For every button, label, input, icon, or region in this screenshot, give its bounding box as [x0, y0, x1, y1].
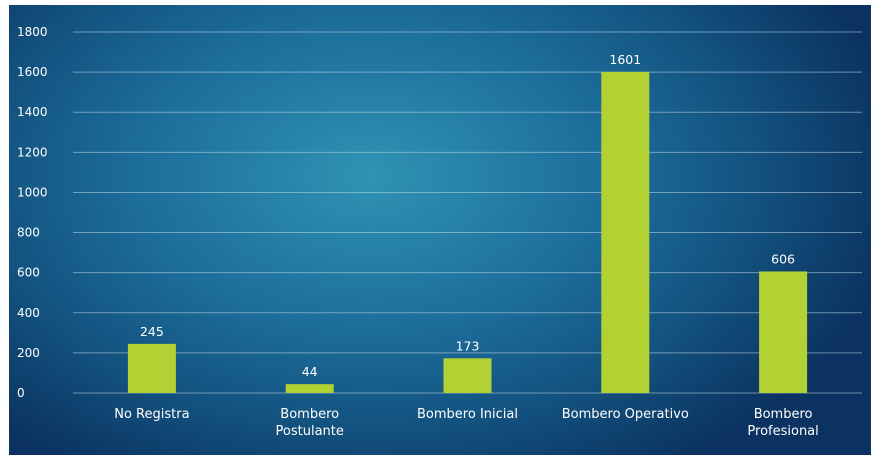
data-labels: 245 44 173 1601 606	[140, 52, 795, 379]
x-category-line: Profesional	[747, 424, 818, 439]
x-category-line: Bombero Operativo	[562, 407, 689, 422]
y-tick-label: 600	[17, 266, 40, 280]
x-category-label: Bombero Operativo	[562, 407, 689, 422]
bar	[443, 358, 492, 393]
data-label: 606	[771, 251, 795, 266]
x-category-line: No Registra	[114, 407, 189, 422]
x-category-line: Bombero	[280, 407, 339, 422]
y-tick-label: 1800	[17, 25, 48, 39]
y-tick-label: 1400	[17, 105, 48, 119]
bars	[127, 71, 808, 393]
x-category-label: No Registra	[114, 407, 189, 422]
data-label: 173	[456, 338, 480, 353]
x-category-label: Bombero Postulante	[276, 407, 344, 439]
gridlines	[73, 31, 862, 394]
bar-chart: 0 200 400 600 800 1000 1200 1400 1600 1800 245 44 1…	[17, 25, 862, 439]
y-tick-label: 1000	[17, 185, 48, 199]
data-label: 245	[140, 324, 164, 339]
bar	[285, 384, 334, 393]
y-tick-label: 1200	[17, 145, 48, 159]
x-category-label: Bombero Profesional	[747, 407, 818, 439]
bar	[601, 71, 650, 393]
y-tick-label: 1600	[17, 65, 48, 79]
y-axis-ticks: 0 200 400 600 800 1000 1200 1400 1600 1800	[17, 25, 48, 400]
y-tick-label: 200	[17, 346, 40, 360]
x-category-line: Bombero Inicial	[417, 407, 518, 422]
data-label: 44	[302, 364, 318, 379]
y-tick-label: 0	[17, 386, 25, 400]
chart-frame: 0 200 400 600 800 1000 1200 1400 1600 1800 245 44 1…	[9, 5, 871, 455]
x-category-line: Postulante	[276, 424, 344, 439]
y-tick-label: 800	[17, 226, 40, 240]
bar	[759, 271, 808, 393]
x-axis-categories: No Registra Bombero Postulante Bombero Inic…	[114, 407, 819, 439]
data-label: 1601	[609, 52, 641, 67]
x-category-line: Bombero	[754, 407, 813, 422]
bar	[127, 343, 176, 393]
y-tick-label: 400	[17, 306, 40, 320]
x-category-label: Bombero Inicial	[417, 407, 518, 422]
